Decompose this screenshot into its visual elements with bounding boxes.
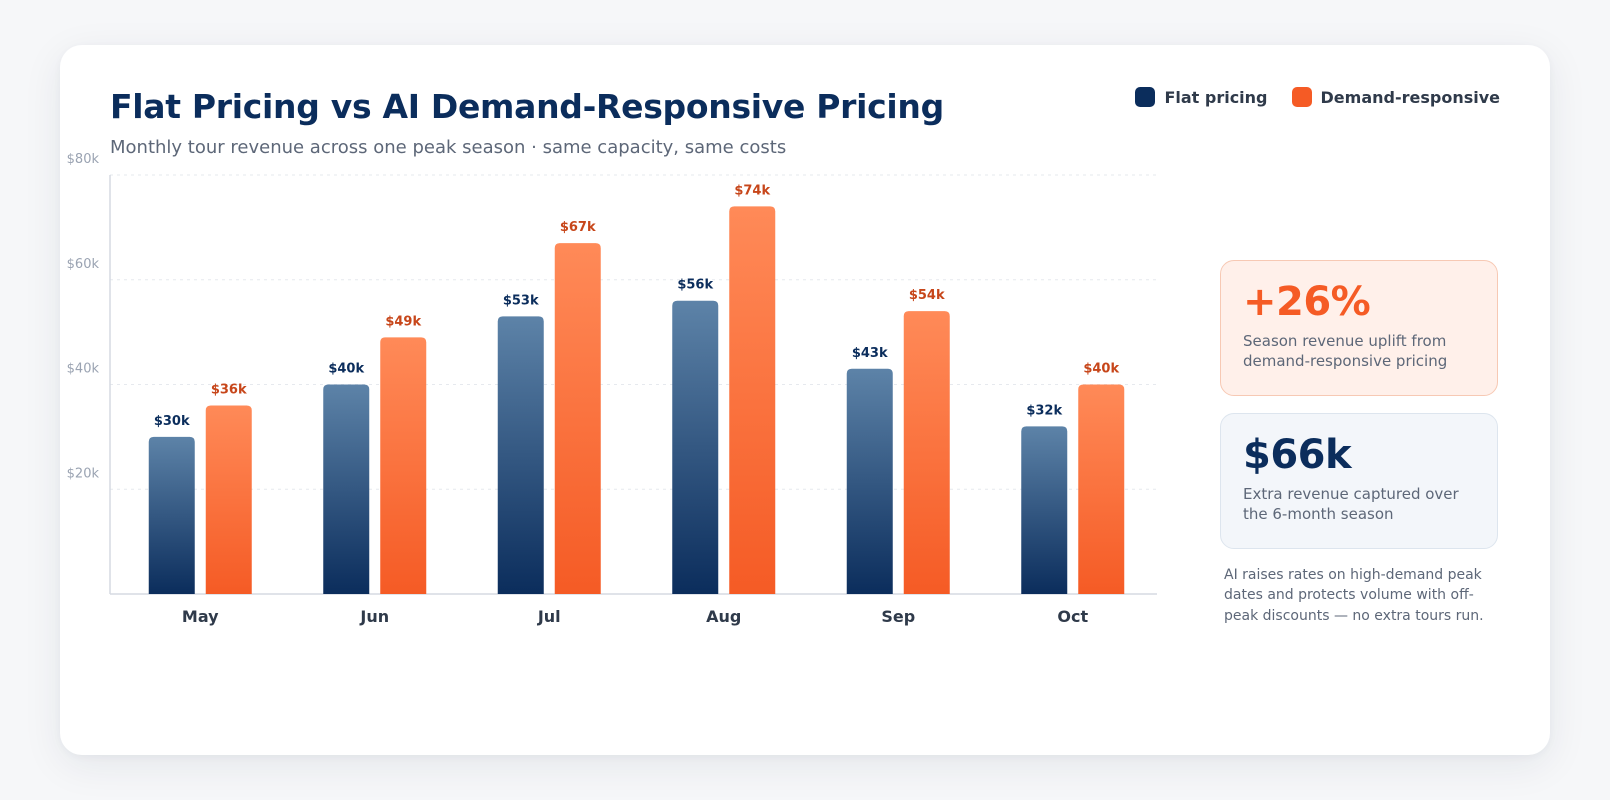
bar-dynamic-aug: [729, 206, 776, 595]
legend-swatch-dynamic: [1291, 87, 1312, 107]
data-label-flat: $40k: [328, 362, 364, 377]
bars: [148, 206, 1125, 595]
bar-chart: $20k $40k $60k $80k $30k $36k May $40k $49k Jun $5…: [67, 152, 1157, 626]
kpi-uplift-value: +26%: [1243, 279, 1371, 325]
data-label-flat: $43k: [852, 346, 888, 361]
data-label-dynamic: $40k: [1083, 362, 1119, 377]
x-tick-label: Sep: [881, 607, 915, 626]
legend-swatch-flat: [1135, 87, 1156, 107]
grid-lines: [109, 174, 1157, 595]
bar-dynamic-jul: [554, 243, 601, 594]
x-tick-label: Aug: [706, 607, 741, 626]
data-label-flat: $32k: [1026, 403, 1062, 418]
bar-flat-may: [148, 436, 195, 594]
y-tick-label: $40k: [67, 362, 100, 377]
chart-subtitle: Monthly tour revenue across one peak sea…: [110, 137, 787, 158]
x-tick-label: Jun: [359, 607, 389, 626]
bar-flat-jun: [323, 384, 370, 594]
bar-flat-jul: [497, 316, 544, 594]
legend: Flat pricing Demand-responsive: [1135, 87, 1500, 107]
chart-card: Flat Pricing vs AI Demand-Responsive Pri…: [60, 45, 1550, 755]
data-label-dynamic: $67k: [560, 220, 596, 235]
bar-flat-aug: [672, 300, 719, 594]
bar-flat-oct: [1021, 426, 1068, 594]
labels: $20k $40k $60k $80k $30k $36k May $40k $49k Jun $5…: [67, 152, 1120, 626]
chart-title: Flat Pricing vs AI Demand-Responsive Pri…: [110, 87, 944, 126]
x-tick-label: Jul: [537, 607, 561, 626]
legend-label-dynamic: Demand-responsive: [1320, 87, 1500, 107]
legend-label-flat: Flat pricing: [1164, 87, 1268, 107]
y-tick-label: $20k: [67, 466, 100, 481]
kpi-uplift-label: Season revenue uplift from demand-respon…: [1243, 332, 1448, 371]
data-label-dynamic: $36k: [211, 382, 247, 397]
bar-dynamic-oct: [1078, 384, 1125, 594]
kpi-uplift-card: +26% Season revenue uplift from demand-r…: [1220, 260, 1498, 396]
bar-dynamic-sep: [903, 311, 950, 594]
y-tick-label: $80k: [67, 152, 100, 167]
data-label-dynamic: $49k: [385, 314, 421, 329]
data-label-flat: $30k: [154, 414, 190, 429]
data-label-dynamic: $74k: [734, 183, 770, 198]
legend-item-dynamic: Demand-responsive: [1291, 87, 1500, 107]
kpi-extra-revenue-card: $66k Extra revenue captured over the 6-m…: [1220, 413, 1498, 549]
x-tick-label: May: [182, 607, 219, 626]
bar-flat-sep: [846, 368, 893, 594]
pricing-note: AI raises rates on high-demand peak date…: [1224, 567, 1484, 624]
x-tick-label: Oct: [1057, 607, 1088, 626]
legend-item-flat: Flat pricing: [1135, 87, 1268, 107]
y-tick-label: $60k: [67, 257, 100, 272]
data-label-flat: $56k: [677, 278, 713, 293]
kpi-extra-revenue-value: $66k: [1243, 432, 1352, 478]
kpi-extra-revenue-label: Extra revenue captured over the 6-month …: [1243, 485, 1459, 524]
bar-dynamic-jun: [380, 337, 427, 594]
data-label-dynamic: $54k: [909, 288, 945, 303]
bar-dynamic-may: [205, 405, 252, 594]
data-label-flat: $53k: [503, 293, 539, 308]
